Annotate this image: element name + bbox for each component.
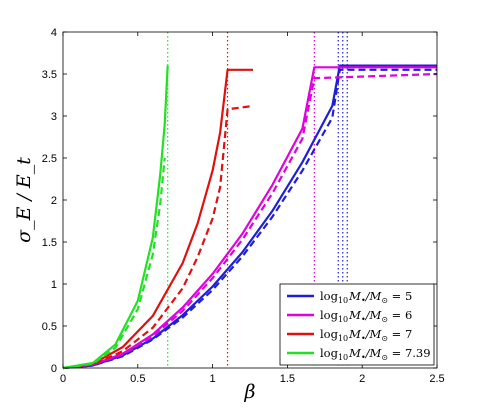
legend-bullet-2: • [361,334,366,343]
x-axis-ticks: 0 0.5 1 1.5 2 2.5 [60,32,445,385]
y-axis-label: σ_E / E_t [13,157,35,243]
y-tick-label-3: 1.5 [42,237,57,249]
legend-eq-0: = 5 [388,289,412,303]
series-line-dashed-3 [62,157,166,370]
legend-sub-0: 10 [338,296,348,305]
y-tick-label-2: 1 [51,279,57,291]
x-tick-label-3: 1.5 [280,373,295,385]
legend-sub-2: 10 [338,334,348,343]
legend-sun-1: ⊙ [381,315,388,324]
legend-sun-0: ⊙ [381,296,388,305]
x-tick-label-5: 2.5 [429,373,444,385]
series-line-dashed-1 [62,72,438,370]
legend-log-3: log [320,346,339,360]
legend-over-0: /M [365,289,383,303]
legend-m-0: M [348,289,362,303]
legend-box [279,283,435,366]
y-tick-label-6: 3 [51,111,57,123]
x-tick-label-4: 2 [359,373,365,385]
legend-over-3: /M [365,346,383,360]
legend-bullet-3: • [361,353,366,362]
x-tick-label-1: 0.5 [130,373,145,385]
legend-bullet-0: • [361,296,366,305]
y-tick-label-8: 4 [51,27,57,39]
y-tick-label-5: 2.5 [42,153,57,165]
legend-label-0: log10M•/M⊙ = 5 [320,289,412,305]
legend-label-1: log10M•/M⊙ = 6 [320,308,412,324]
x-axis-label: β [244,381,256,403]
y-tick-label-1: 0.5 [42,321,57,333]
legend-log-1: log [320,308,339,322]
series-line-solid-1 [62,66,437,370]
legend-label-3: log10M•/M⊙ = 7.39 [320,346,431,362]
legend-eq-2: = 7 [388,327,412,341]
legend-sub-3: 10 [338,353,348,362]
y-tick-label-7: 3.5 [42,69,57,81]
legend-sun-3: ⊙ [381,353,388,362]
legend-m-2: M [348,327,362,341]
legend-label-2: log10M•/M⊙ = 7 [320,327,412,343]
x-tick-label-0: 0 [60,373,66,385]
legend-m-1: M [348,308,362,322]
series-line-dashed-2 [62,104,254,370]
legend-bullet-1: • [361,315,366,324]
legend-sub-1: 10 [338,315,348,324]
series-line-solid-2 [62,68,253,370]
legend-log-2: log [320,327,339,341]
y-tick-label-4: 2 [51,195,57,207]
legend-sun-2: ⊙ [381,334,388,343]
legend-eq-3: = 7.39 [388,346,431,360]
legend-log-0: log [320,289,339,303]
y-tick-label-0: 0 [51,363,57,375]
legend-over-2: /M [365,327,383,341]
x-tick-label-2: 1 [210,373,216,385]
legend-m-3: M [348,346,362,360]
plot-area [62,31,438,370]
axis-labels: β σ_E / E_t [13,157,256,403]
legend-eq-1: = 6 [388,308,412,322]
y-axis-ticks: 0 0.5 1 1.5 2 2.5 3 3.5 4 [42,27,437,375]
series-line-solid-3 [62,65,169,370]
legend-over-1: /M [365,308,383,322]
